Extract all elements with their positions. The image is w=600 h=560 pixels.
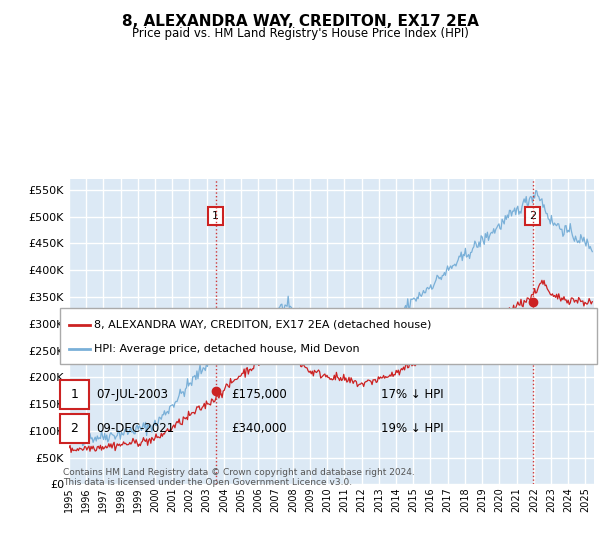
Text: 8, ALEXANDRA WAY, CREDITON, EX17 2EA (detached house): 8, ALEXANDRA WAY, CREDITON, EX17 2EA (de…: [94, 320, 431, 330]
Text: 17% ↓ HPI: 17% ↓ HPI: [381, 388, 443, 402]
Text: 1: 1: [212, 211, 219, 221]
Text: £175,000: £175,000: [231, 388, 287, 402]
Text: 09-DEC-2021: 09-DEC-2021: [96, 422, 174, 435]
Text: 8, ALEXANDRA WAY, CREDITON, EX17 2EA: 8, ALEXANDRA WAY, CREDITON, EX17 2EA: [122, 14, 478, 29]
Text: Contains HM Land Registry data © Crown copyright and database right 2024.
This d: Contains HM Land Registry data © Crown c…: [63, 468, 415, 487]
Text: 07-JUL-2003: 07-JUL-2003: [96, 388, 168, 402]
Text: 19% ↓ HPI: 19% ↓ HPI: [381, 422, 443, 435]
Text: £340,000: £340,000: [231, 422, 287, 435]
Text: HPI: Average price, detached house, Mid Devon: HPI: Average price, detached house, Mid …: [94, 344, 360, 353]
Text: 2: 2: [70, 422, 79, 435]
Text: Price paid vs. HM Land Registry's House Price Index (HPI): Price paid vs. HM Land Registry's House …: [131, 27, 469, 40]
Text: 2: 2: [529, 211, 536, 221]
Text: 1: 1: [70, 388, 79, 402]
